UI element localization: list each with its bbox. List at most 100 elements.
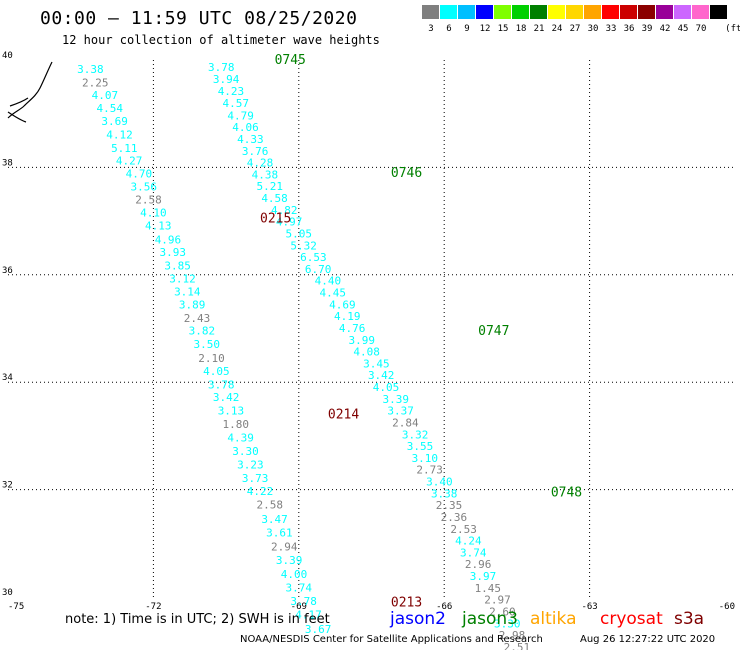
legend-swatch bbox=[512, 5, 529, 19]
swh-data-label: 3.14 bbox=[174, 285, 201, 298]
legend-swatch bbox=[476, 5, 493, 19]
legend-label: 9 bbox=[464, 24, 470, 34]
x-tick-label: -60 bbox=[719, 602, 735, 612]
swh-data-label: 4.10 bbox=[140, 207, 167, 220]
swh-data-label: 3.85 bbox=[164, 260, 191, 273]
swh-data-label: 4.06 bbox=[232, 121, 259, 134]
swh-data-label: 3.23 bbox=[237, 458, 264, 471]
swh-data-label: 5.32 bbox=[290, 239, 317, 252]
pass-time-label: 0213 bbox=[391, 595, 422, 610]
pass-time-label: 0746 bbox=[391, 166, 422, 181]
swh-data-label: 3.37 bbox=[387, 405, 414, 418]
swh-data-label: 2.25 bbox=[82, 77, 109, 90]
legend-label: 15 bbox=[497, 24, 509, 34]
legend-swatch bbox=[548, 5, 565, 19]
pass-time-label: 0748 bbox=[551, 485, 582, 500]
legend-swatch bbox=[566, 5, 583, 19]
y-tick-label: 32 bbox=[2, 481, 13, 491]
swh-data-label: 4.23 bbox=[218, 85, 245, 98]
swh-data-label: 4.19 bbox=[334, 310, 361, 323]
swh-data-label: 4.08 bbox=[353, 346, 380, 359]
swh-data-label: 4.69 bbox=[329, 298, 356, 311]
chart-title: 00:00 – 11:59 UTC 08/25/2020 bbox=[40, 8, 358, 29]
swh-data-label: 4.79 bbox=[227, 109, 254, 122]
swh-data-label: 4.17 bbox=[295, 609, 322, 622]
swh-data-label: 3.89 bbox=[179, 298, 206, 311]
swh-data-label: 3.40 bbox=[426, 476, 453, 489]
swh-data-label: 4.70 bbox=[126, 167, 153, 180]
swh-data-label: 3.78 bbox=[208, 378, 235, 391]
swh-data-label: 3.56 bbox=[130, 181, 157, 194]
legend-swatch bbox=[458, 5, 475, 19]
x-tick-label: -63 bbox=[581, 602, 597, 612]
legend-swatch bbox=[584, 5, 601, 19]
swh-data-label: 4.05 bbox=[373, 381, 400, 394]
swh-data-label: 2.84 bbox=[392, 416, 419, 429]
swh-data-label: 3.73 bbox=[242, 472, 269, 485]
swh-data-label: 2.51 bbox=[504, 641, 531, 650]
swh-data-label: 5.05 bbox=[286, 227, 313, 240]
legend-label: 27 bbox=[569, 24, 581, 34]
legend-swatch bbox=[692, 5, 709, 19]
swh-data-label: 3.99 bbox=[349, 334, 376, 347]
swh-data-label: 2.60 bbox=[489, 605, 516, 618]
swh-data-label: 4.96 bbox=[155, 233, 182, 246]
swh-data-label: 3.45 bbox=[363, 357, 390, 370]
swh-data-label: 4.58 bbox=[261, 192, 288, 205]
y-tick-label: 40 bbox=[2, 51, 13, 61]
satellite-jason2: jason2 bbox=[390, 609, 446, 629]
swh-data-label: 4.76 bbox=[339, 322, 366, 335]
legend-label: 21 bbox=[533, 24, 545, 34]
swh-data-label: 2.96 bbox=[465, 558, 492, 571]
swh-data-label: 3.69 bbox=[101, 115, 128, 128]
swh-data-label: 5.11 bbox=[111, 142, 138, 155]
swh-data-label: 4.22 bbox=[247, 485, 274, 498]
swh-data-label: 1.45 bbox=[475, 582, 502, 595]
swh-data-label: 4.97 bbox=[276, 216, 303, 229]
chart-subtitle: 12 hour collection of altimeter wave hei… bbox=[62, 33, 380, 47]
legend-label: 6 bbox=[446, 24, 452, 34]
legend-label: 42 bbox=[659, 24, 671, 34]
swh-data-label: 3.10 bbox=[412, 452, 439, 465]
swh-data-label: 3.78 bbox=[208, 61, 235, 74]
legend-swatch bbox=[440, 5, 457, 19]
swh-data-label: 4.38 bbox=[252, 168, 279, 181]
pass-time-label: 0215 bbox=[260, 211, 291, 226]
pass-time-label: 0747 bbox=[478, 324, 509, 339]
x-tick-label: -69 bbox=[291, 602, 307, 612]
satellite-jason3: jason3 bbox=[462, 609, 518, 629]
legend-swatch bbox=[674, 5, 691, 19]
swh-data-label: 3.38 bbox=[431, 487, 458, 500]
swh-data-label: 3.32 bbox=[402, 428, 429, 441]
legend-label: 33 bbox=[605, 24, 617, 34]
swh-data-label: 3.76 bbox=[242, 145, 269, 158]
swh-data-label: 3.39 bbox=[382, 393, 409, 406]
swh-data-label: 2.35 bbox=[436, 499, 463, 512]
legend-label: 39 bbox=[641, 24, 653, 34]
swh-data-label: 3.12 bbox=[169, 273, 196, 286]
swh-data-label: 4.57 bbox=[223, 97, 250, 110]
swh-data-label: 4.39 bbox=[227, 432, 254, 445]
x-tick-label: -66 bbox=[436, 602, 452, 612]
pass-time-label: 0214 bbox=[328, 407, 359, 422]
legend-swatch bbox=[602, 5, 619, 19]
swh-data-label: 4.07 bbox=[92, 89, 119, 102]
swh-data-label: 3.13 bbox=[218, 405, 245, 418]
x-tick-label: -72 bbox=[145, 602, 161, 612]
legend-label: 12 bbox=[479, 24, 491, 34]
legend-swatch bbox=[638, 5, 655, 19]
swh-data-label: 4.33 bbox=[237, 133, 264, 146]
swh-data-label: 4.13 bbox=[145, 219, 172, 232]
swh-data-label: 3.42 bbox=[368, 369, 395, 382]
swh-data-label: 3.39 bbox=[276, 554, 303, 567]
swh-data-label: 3.61 bbox=[266, 527, 293, 540]
swh-data-label: 3.30 bbox=[494, 617, 521, 630]
swh-data-label: 2.73 bbox=[416, 464, 443, 477]
swh-data-label: 2.53 bbox=[450, 523, 477, 536]
swh-data-label: 3.55 bbox=[407, 440, 434, 453]
legend-swatch bbox=[656, 5, 673, 19]
swh-data-label: 3.74 bbox=[286, 581, 313, 594]
swh-data-label: 3.93 bbox=[160, 246, 187, 259]
legend-swatch bbox=[530, 5, 547, 19]
